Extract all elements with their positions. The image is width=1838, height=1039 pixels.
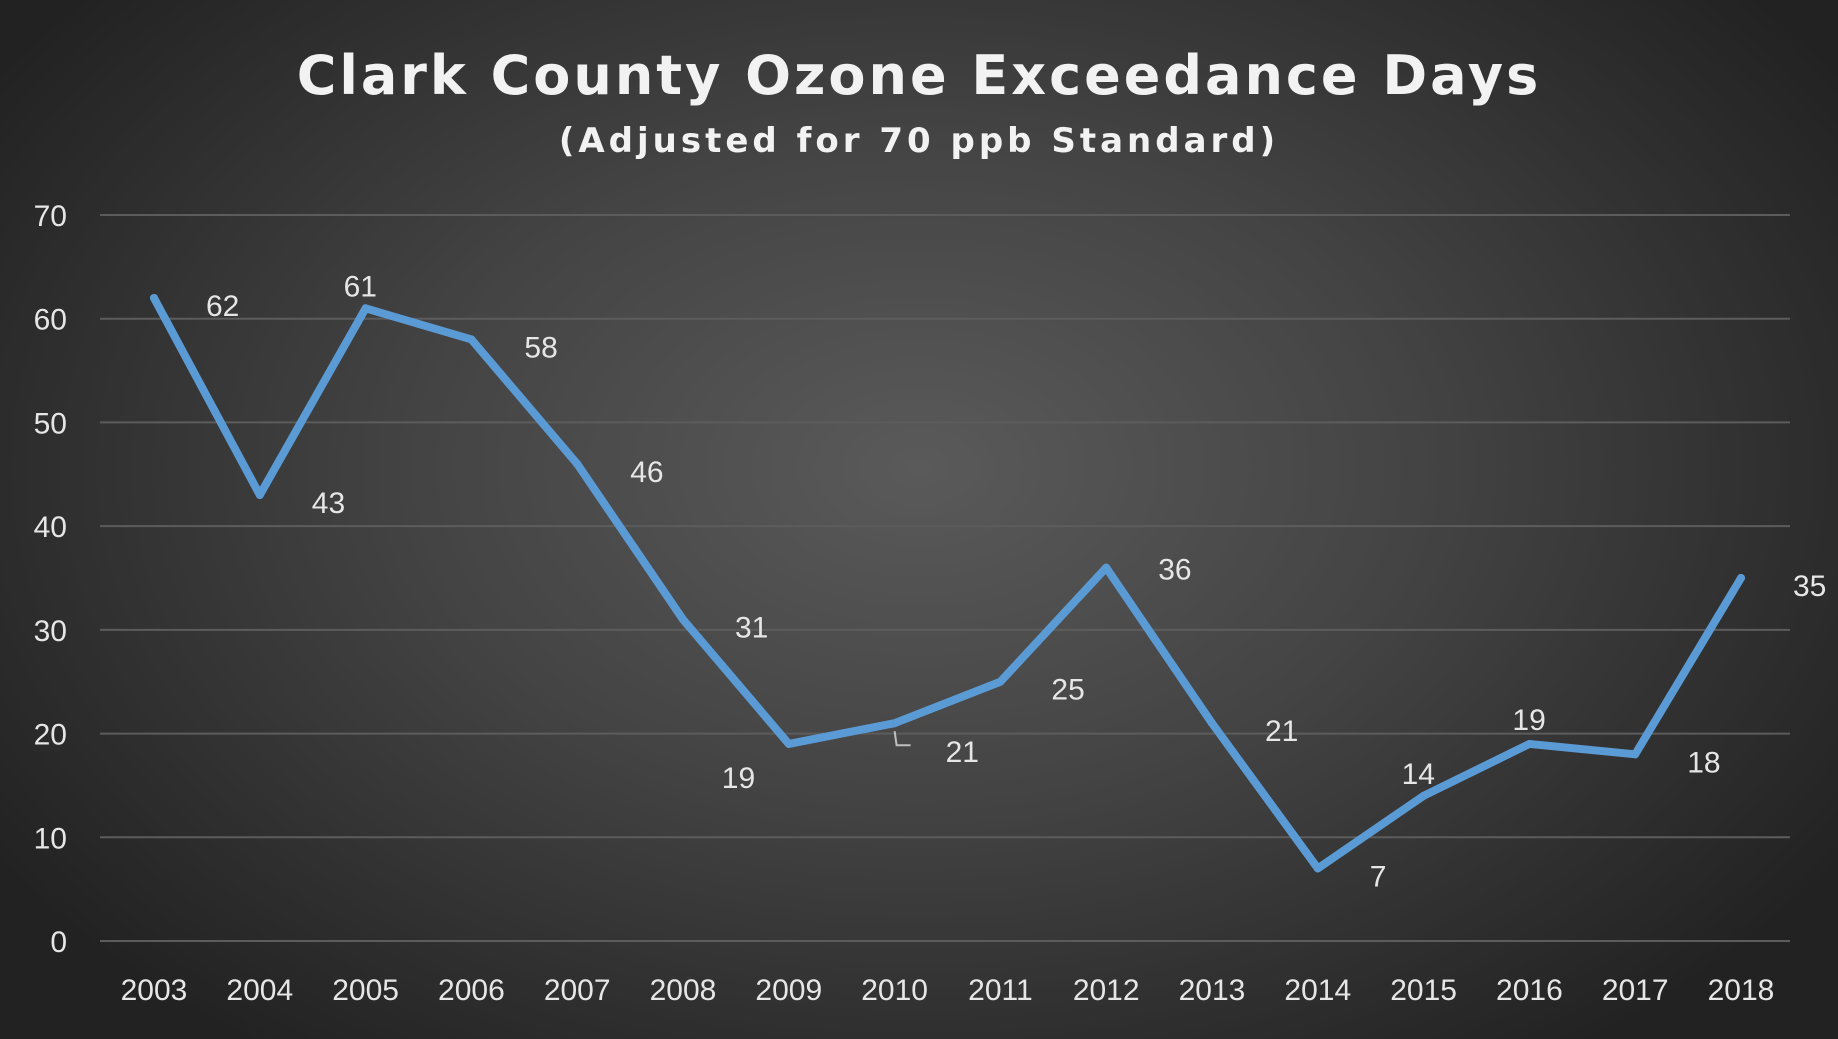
series [150,293,1745,873]
x-tick-label-2007: 2007 [544,974,611,1007]
y-axis: 0 10 20 30 40 50 60 70 [34,200,67,959]
data-point-2017 [1631,750,1640,759]
chart-subtitle: (Adjusted for 70 ppb Standard) [559,121,1279,161]
x-tick-label-2012: 2012 [1073,974,1140,1007]
y-tick-label-70: 70 [34,200,67,233]
chart-title: Clark County Ozone Exceedance Days [297,44,1542,107]
data-point-2015 [1419,791,1428,800]
data-point-2010 [890,719,899,728]
data-point-2012 [1102,563,1111,572]
data-label-2005: 61 [344,270,377,303]
data-point-2018 [1737,574,1745,582]
x-tick-label-2018: 2018 [1708,974,1775,1007]
x-tick-label-2015: 2015 [1390,974,1457,1007]
data-label-2011: 25 [1051,674,1084,707]
data-point-2007 [573,459,582,468]
y-tick-label-0: 0 [50,926,67,959]
data-label-2016: 19 [1512,704,1545,737]
y-tick-label-10: 10 [34,822,67,855]
data-point-2003 [150,293,158,302]
data-label-2014: 7 [1370,860,1387,893]
y-tick-label-30: 30 [34,615,67,648]
x-tick-label-2017: 2017 [1602,974,1669,1007]
x-tick-label-2004: 2004 [226,974,293,1007]
data-label-2018: 35 [1793,570,1826,603]
data-point-2016 [1525,739,1534,748]
x-tick-label-2008: 2008 [650,974,717,1007]
data-point-2014 [1313,864,1322,873]
data-label-2006: 58 [524,331,557,364]
data-labels: 62 43 61 58 46 31 19 21 25 36 21 7 14 19 18 35 [206,270,1826,893]
data-label-2013: 21 [1265,715,1298,748]
data-label-2017: 18 [1687,746,1720,779]
data-point-2008 [679,615,687,624]
data-point-2011 [996,677,1005,686]
data-label-2012: 36 [1158,554,1191,587]
data-label-2010: 21 [946,736,979,769]
x-tick-label-2013: 2013 [1179,974,1246,1007]
y-tick-label-50: 50 [34,407,67,440]
y-tick-label-60: 60 [34,304,67,337]
data-point-2009 [784,739,793,748]
x-tick-label-2014: 2014 [1284,974,1351,1007]
gridlines [100,214,1790,942]
x-axis: 2003 2004 2005 2006 2007 2008 2009 2010 2011 2012… [121,974,1775,1007]
leader-line-2010 [893,731,911,747]
x-tick-label-2006: 2006 [438,974,505,1007]
x-tick-label-2011: 2011 [968,974,1033,1007]
x-tick-label-2010: 2010 [861,974,928,1007]
data-point-2013 [1208,719,1216,728]
x-tick-label-2005: 2005 [332,974,399,1007]
series-line [150,293,1745,873]
x-tick-label-2009: 2009 [755,974,822,1007]
x-tick-label-2016: 2016 [1496,974,1563,1007]
data-label-2004: 43 [312,487,345,520]
data-label-2009: 19 [722,762,755,795]
data-point-2006 [467,335,476,344]
data-point-2004 [255,491,264,500]
data-label-2008: 31 [735,611,768,644]
data-label-2003: 62 [206,290,239,323]
data-label-2015: 14 [1402,758,1435,791]
y-tick-label-40: 40 [34,511,67,544]
y-tick-label-20: 20 [34,719,67,752]
data-label-2007: 46 [630,456,663,489]
x-tick-label-2003: 2003 [121,974,188,1007]
data-point-2005 [361,304,370,313]
